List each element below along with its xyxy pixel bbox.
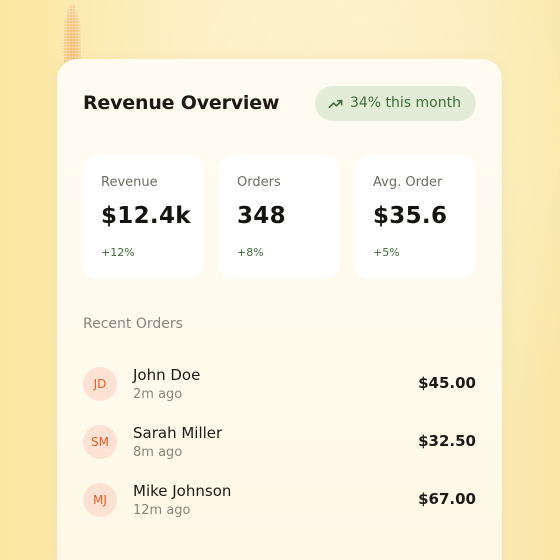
customer-name: Sarah Miller — [133, 424, 223, 442]
customer-name: John Doe — [133, 366, 201, 384]
order-time: 12m ago — [133, 503, 191, 518]
order-info: Sarah Miller 8m ago — [133, 423, 222, 462]
list-item[interactable]: JD John Doe 2m ago $45.00 — [83, 365, 476, 423]
order-amount: $45.00 — [418, 374, 476, 392]
recent-orders-heading: Recent Orders — [83, 316, 183, 332]
trend-badge: 34% this month — [314, 85, 476, 121]
list-item[interactable]: MJ Mike Johnson 12m ago $67.00 — [83, 481, 476, 539]
stats-row: Revenue $12.4k +12% Orders 348 +8% Avg. … — [83, 155, 475, 279]
recent-orders-list: JD John Doe 2m ago $45.00 SM Sarah Mille… — [83, 365, 476, 539]
stat-card-orders: Orders 348 +8% — [219, 155, 339, 279]
order-time: 2m ago — [133, 387, 183, 402]
list-item[interactable]: SM Sarah Miller 8m ago $32.50 — [83, 423, 476, 481]
trend-label: 34% this month — [349, 95, 461, 111]
stat-label: Orders — [237, 175, 281, 190]
card-header: Revenue Overview 34% this month — [83, 85, 476, 121]
trending-up-icon — [328, 96, 343, 111]
order-amount: $32.50 — [418, 432, 476, 450]
stat-delta: +12% — [101, 246, 135, 259]
order-info: Mike Johnson 12m ago — [133, 481, 231, 520]
revenue-overview-card: Revenue Overview 34% this month Revenue … — [57, 59, 502, 560]
order-info: John Doe 2m ago — [133, 365, 200, 404]
stat-value: $12.4k — [101, 203, 191, 229]
order-amount: $67.00 — [418, 490, 476, 508]
stat-label: Revenue — [101, 175, 158, 190]
stat-value: $35.6 — [373, 203, 448, 229]
stat-value: 348 — [237, 203, 286, 229]
avatar: MJ — [83, 483, 117, 517]
stat-label: Avg. Order — [373, 175, 443, 190]
order-time: 8m ago — [133, 445, 183, 460]
avatar: SM — [83, 425, 117, 459]
stat-card-revenue: Revenue $12.4k +12% — [83, 155, 203, 279]
customer-name: Mike Johnson — [133, 482, 232, 500]
card-title: Revenue Overview — [83, 92, 280, 114]
stat-delta: +8% — [237, 246, 264, 259]
stat-delta: +5% — [373, 246, 400, 259]
stat-card-avg-order: Avg. Order $35.6 +5% — [355, 155, 475, 279]
avatar: JD — [83, 367, 117, 401]
